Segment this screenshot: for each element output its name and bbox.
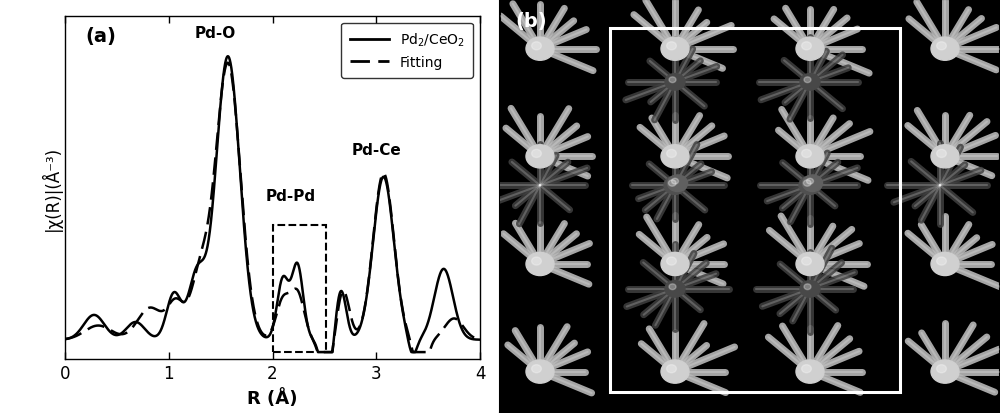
Circle shape	[532, 150, 541, 158]
Circle shape	[931, 360, 959, 383]
Circle shape	[661, 253, 689, 276]
Circle shape	[526, 360, 554, 383]
Circle shape	[667, 257, 676, 266]
Circle shape	[800, 74, 820, 91]
Circle shape	[532, 257, 541, 266]
Circle shape	[668, 176, 688, 192]
Circle shape	[667, 365, 676, 373]
Circle shape	[931, 145, 959, 169]
Legend: Pd$_2$/CeO$_2$, Fitting: Pd$_2$/CeO$_2$, Fitting	[341, 24, 473, 78]
Circle shape	[796, 38, 824, 61]
Circle shape	[796, 360, 824, 383]
Circle shape	[802, 365, 811, 373]
Circle shape	[397, 43, 406, 51]
Circle shape	[668, 180, 676, 187]
Circle shape	[532, 43, 541, 51]
Circle shape	[665, 281, 685, 297]
Circle shape	[667, 43, 676, 51]
Circle shape	[800, 281, 820, 297]
Circle shape	[802, 150, 811, 158]
Circle shape	[526, 145, 554, 169]
Circle shape	[937, 150, 946, 158]
Circle shape	[803, 180, 811, 187]
Circle shape	[796, 145, 824, 169]
Text: (a): (a)	[86, 27, 117, 46]
Circle shape	[802, 176, 822, 192]
Circle shape	[532, 365, 541, 373]
Bar	[610, 29, 900, 392]
Circle shape	[796, 253, 824, 276]
Circle shape	[391, 38, 419, 61]
Circle shape	[661, 145, 689, 169]
Y-axis label: |χ(R)|(Å⁻³): |χ(R)|(Å⁻³)	[41, 145, 62, 230]
Text: Pd-Pd: Pd-Pd	[266, 189, 316, 204]
Circle shape	[802, 257, 811, 266]
Circle shape	[672, 179, 678, 185]
Circle shape	[931, 38, 959, 61]
Circle shape	[397, 150, 406, 158]
Circle shape	[804, 78, 811, 83]
Circle shape	[937, 365, 946, 373]
Circle shape	[802, 43, 811, 51]
Circle shape	[669, 284, 676, 290]
Circle shape	[664, 177, 686, 195]
Text: (b): (b)	[515, 12, 547, 31]
Bar	[272, 225, 326, 352]
Circle shape	[661, 38, 689, 61]
Circle shape	[526, 38, 554, 61]
Circle shape	[391, 145, 419, 169]
Text: Pd-Ce: Pd-Ce	[351, 143, 401, 158]
Circle shape	[391, 360, 419, 383]
Text: Pd-O: Pd-O	[195, 26, 236, 41]
Circle shape	[804, 284, 811, 290]
Circle shape	[661, 360, 689, 383]
Circle shape	[665, 74, 685, 91]
Circle shape	[669, 78, 676, 83]
Circle shape	[397, 257, 406, 266]
Circle shape	[391, 253, 419, 276]
Circle shape	[397, 365, 406, 373]
Circle shape	[799, 177, 821, 195]
Circle shape	[931, 253, 959, 276]
Circle shape	[526, 253, 554, 276]
Circle shape	[937, 43, 946, 51]
Circle shape	[937, 257, 946, 266]
Circle shape	[667, 150, 676, 158]
Circle shape	[806, 179, 814, 185]
X-axis label: R (Å): R (Å)	[247, 388, 298, 406]
